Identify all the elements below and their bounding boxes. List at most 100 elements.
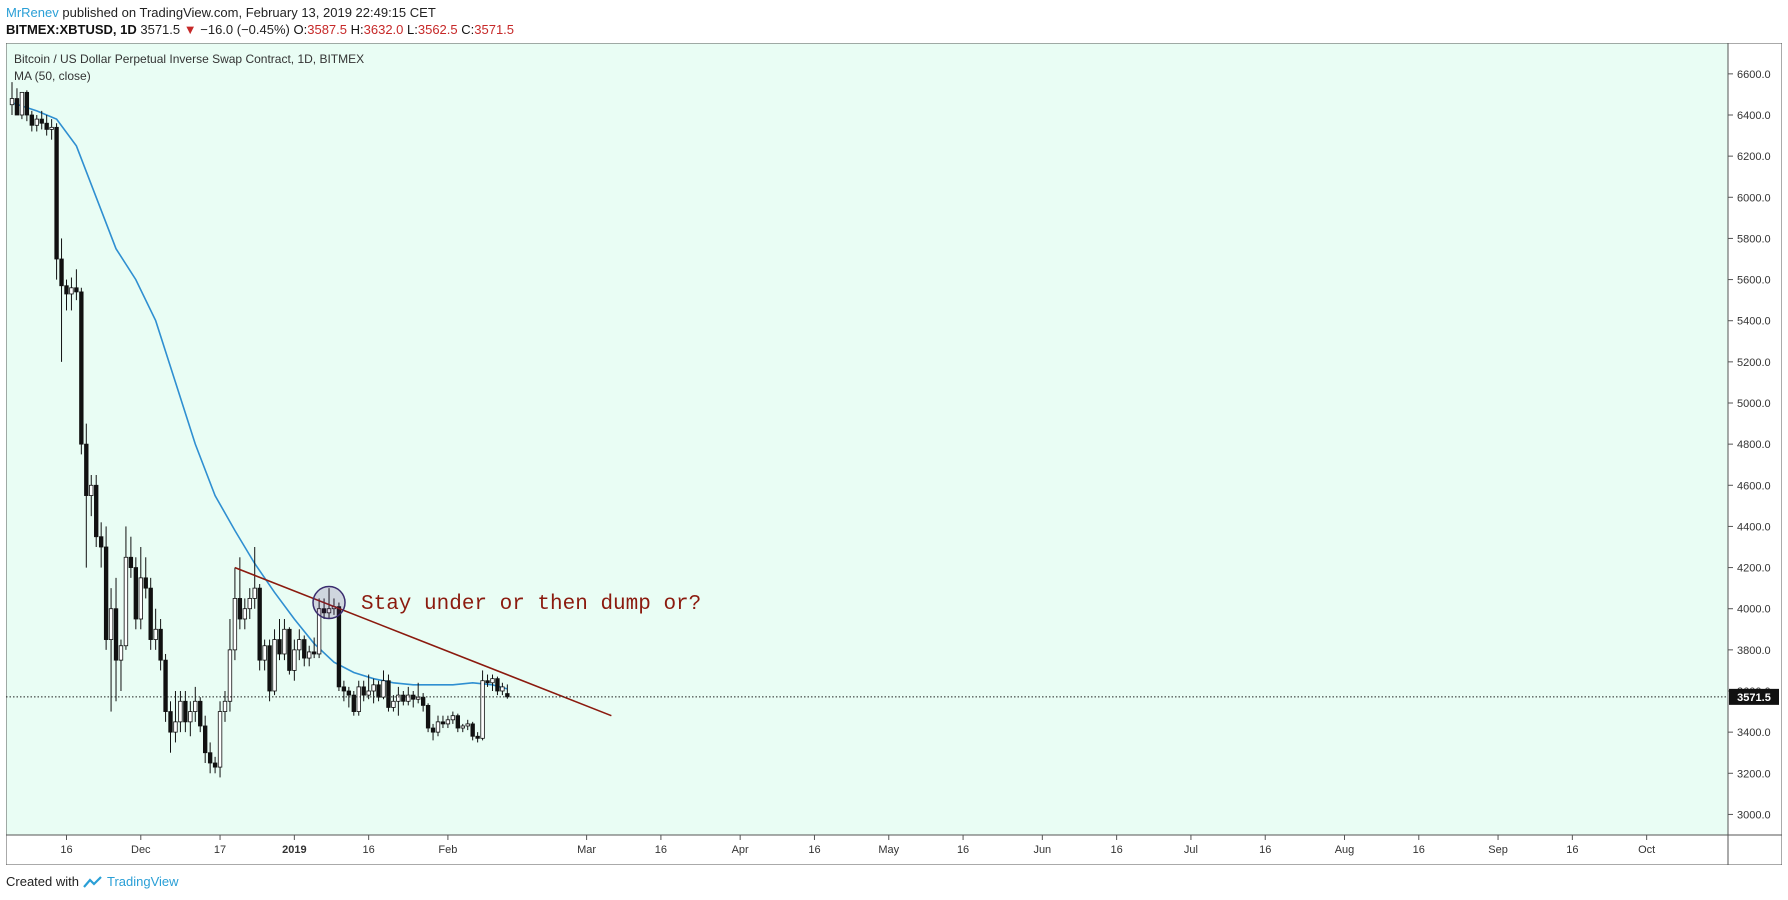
symbol-label: BITMEX:XBTUSD, 1D	[6, 22, 137, 37]
candle-body	[9, 98, 15, 106]
price-tick-label: 4200.0	[1737, 563, 1771, 575]
price-tick-label: 6600.0	[1737, 69, 1771, 81]
footer: Created with TradingView	[6, 874, 179, 889]
time-axis[interactable]: 16 Dec 17 2019 16 Feb Mar 16 Apr 16 May 16 Jun 16 Jul 1…	[60, 835, 1655, 856]
candle	[227, 619, 233, 712]
time-tick-label: Feb	[438, 844, 457, 856]
trendline[interactable]	[234, 566, 612, 717]
candle	[495, 676, 500, 696]
candle	[59, 238, 64, 362]
candle	[14, 88, 20, 116]
close-label: C:	[461, 22, 475, 37]
candle	[222, 691, 228, 722]
candle-body	[183, 700, 188, 723]
candle	[9, 82, 15, 115]
price-tick-label: 5800.0	[1737, 233, 1771, 245]
time-tick-label: 2019	[282, 844, 306, 856]
last-price: 3571.5	[140, 22, 181, 37]
candle-body	[143, 577, 148, 589]
author-link[interactable]: MrRenev	[6, 5, 59, 20]
candle-body	[316, 608, 322, 655]
candle	[74, 269, 79, 301]
candle	[311, 637, 317, 659]
candle-body	[430, 727, 436, 733]
tradingview-link[interactable]: TradingView	[106, 874, 179, 889]
time-tick-label: May	[878, 844, 899, 856]
candle	[188, 701, 193, 737]
candle-body	[401, 694, 406, 702]
down-arrow-icon: ▼	[183, 22, 197, 37]
candle	[341, 680, 347, 702]
candle-body	[321, 608, 327, 614]
price-chart[interactable]: 3000.03200.03400.03600.03800.04000.04200…	[6, 43, 1782, 865]
candles	[9, 82, 510, 778]
candle	[366, 674, 371, 700]
price-tick-label: 3400.0	[1737, 727, 1771, 739]
time-tick-label: Mar	[577, 844, 596, 856]
candle-body	[336, 606, 342, 688]
candle-body	[341, 686, 347, 692]
price-tick-label: 5400.0	[1737, 316, 1771, 328]
candle	[307, 645, 312, 667]
time-tick-label: 17	[214, 844, 226, 856]
candle-body	[222, 700, 228, 712]
candle	[425, 703, 431, 733]
price-tick-label: 3200.0	[1737, 768, 1771, 780]
candle	[143, 557, 148, 599]
candle-body	[356, 686, 361, 712]
candle-body	[277, 639, 282, 655]
candle-body	[242, 608, 247, 620]
annotation-text[interactable]: Stay under or then dump or?	[361, 593, 701, 616]
trendline-layer[interactable]	[234, 566, 612, 717]
candle	[257, 584, 262, 671]
candle	[217, 701, 223, 778]
last-price-tag	[1729, 688, 1779, 705]
price-axis[interactable]: 3000.03200.03400.03600.03800.04000.04200…	[1728, 69, 1771, 822]
candle	[29, 110, 34, 132]
candle-body	[148, 587, 153, 640]
candle	[282, 619, 287, 661]
candle	[118, 639, 124, 691]
candle	[316, 598, 322, 659]
candle-body	[232, 598, 238, 651]
candle-body	[326, 608, 332, 614]
time-tick-label: Jun	[1033, 844, 1051, 856]
candle-body	[14, 98, 20, 116]
candle-body	[94, 484, 99, 538]
candle	[455, 713, 460, 733]
time-tick-label: Aug	[1335, 844, 1355, 856]
candle	[168, 701, 173, 753]
time-tick-label: 16	[1566, 844, 1578, 856]
candle-body	[84, 443, 89, 496]
candle-body	[59, 258, 64, 287]
candle-body	[311, 651, 317, 655]
candle-body	[198, 700, 203, 727]
candle	[138, 547, 143, 630]
created-with-text: Created with	[6, 874, 79, 889]
price-tick-label: 5200.0	[1737, 357, 1771, 369]
candle-body	[381, 680, 386, 698]
highlight-circle[interactable]	[312, 585, 346, 620]
candle-body	[39, 118, 44, 124]
candle	[465, 719, 470, 731]
candle	[252, 547, 257, 609]
candle-body	[123, 556, 129, 647]
price-tick-label: 6200.0	[1737, 151, 1771, 163]
candle	[297, 629, 302, 661]
candle	[356, 680, 361, 716]
candle	[64, 279, 69, 311]
price-tick-label: 4600.0	[1737, 480, 1771, 492]
candle-body	[227, 649, 233, 702]
candle-body	[133, 567, 139, 620]
candle	[113, 577, 119, 702]
candle	[123, 526, 129, 650]
candle	[178, 691, 183, 733]
candle-body	[262, 645, 267, 661]
candle-body	[420, 696, 426, 706]
candle-body	[19, 91, 25, 116]
candle-body	[128, 556, 134, 568]
candle	[133, 557, 139, 630]
candle-body	[490, 678, 495, 684]
candle-body	[108, 608, 114, 640]
candle-body	[475, 735, 480, 739]
